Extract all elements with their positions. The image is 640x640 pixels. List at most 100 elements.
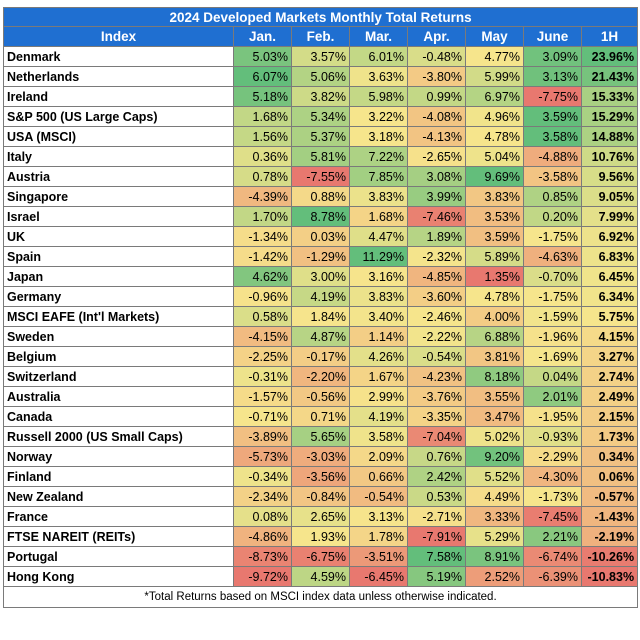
cell-1h: 3.27% [580, 346, 639, 367]
cell-may: 4.49% [465, 486, 524, 507]
table-row: Hong Kong -9.72% 4.59% -6.45% 5.19% 2.52% -6.3… [3, 566, 639, 587]
cell-apr: -2.22% [407, 326, 466, 347]
cell-june: -0.70% [523, 266, 582, 287]
cell-feb: 4.19% [291, 286, 350, 307]
cell-june: -1.69% [523, 346, 582, 367]
cell-june: -3.58% [523, 166, 582, 187]
row-label: France [3, 506, 234, 527]
cell-mar: -0.54% [349, 486, 408, 507]
table-row: USA (MSCI) 1.56% 5.37% 3.18% -4.13% 4.78% 3.58… [3, 126, 639, 147]
table-row: Austria 0.78% -7.55% 7.85% 3.08% 9.69% -3.58% 9… [3, 166, 639, 187]
cell-apr: -2.71% [407, 506, 466, 527]
cell-1h: 2.15% [580, 406, 639, 427]
cell-may: 4.00% [465, 306, 524, 327]
cell-june: 0.85% [523, 186, 582, 207]
cell-apr: -7.91% [407, 526, 466, 547]
cell-feb: -0.17% [291, 346, 350, 367]
cell-june: 0.20% [523, 206, 582, 227]
cell-may: 5.89% [465, 246, 524, 267]
cell-mar: 3.40% [349, 306, 408, 327]
cell-may: 8.18% [465, 366, 524, 387]
column-header-apr: Apr. [407, 26, 466, 47]
cell-june: 2.21% [523, 526, 582, 547]
cell-jan: -2.34% [233, 486, 292, 507]
table-row: Ireland 5.18% 3.82% 5.98% 0.99% 6.97% -7.75% 15… [3, 86, 639, 107]
row-label: S&P 500 (US Large Caps) [3, 106, 234, 127]
table-row: Italy 0.36% 5.81% 7.22% -2.65% 5.04% -4.88% 10.… [3, 146, 639, 167]
cell-june: -1.96% [523, 326, 582, 347]
cell-1h: 15.29% [580, 106, 639, 127]
cell-feb: 2.65% [291, 506, 350, 527]
cell-may: 5.52% [465, 466, 524, 487]
cell-june: -4.88% [523, 146, 582, 167]
cell-1h: 6.45% [580, 266, 639, 287]
cell-jan: 1.56% [233, 126, 292, 147]
cell-june: -1.73% [523, 486, 582, 507]
cell-mar: 3.83% [349, 286, 408, 307]
cell-jan: 5.18% [233, 86, 292, 107]
cell-jan: 4.62% [233, 266, 292, 287]
cell-may: 5.99% [465, 66, 524, 87]
cell-mar: 4.47% [349, 226, 408, 247]
row-label: New Zealand [3, 486, 234, 507]
table-row: Russell 2000 (US Small Caps) -3.89% 5.65% 3… [3, 426, 639, 447]
cell-may: 3.83% [465, 186, 524, 207]
cell-1h: 0.34% [580, 446, 639, 467]
cell-apr: -4.23% [407, 366, 466, 387]
cell-jan: 1.70% [233, 206, 292, 227]
row-label: Singapore [3, 186, 234, 207]
cell-feb: 0.71% [291, 406, 350, 427]
cell-feb: -2.20% [291, 366, 350, 387]
cell-jan: -0.34% [233, 466, 292, 487]
table-row: Spain -1.42% -1.29% 11.29% -2.32% 5.89% -4.63%… [3, 246, 639, 267]
table-row: Japan 4.62% 3.00% 3.16% -4.85% 1.35% -0.70% 6.4… [3, 266, 639, 287]
cell-mar: 4.19% [349, 406, 408, 427]
cell-mar: 2.09% [349, 446, 408, 467]
cell-feb: 5.37% [291, 126, 350, 147]
cell-1h: 14.88% [580, 126, 639, 147]
cell-1h: -2.19% [580, 526, 639, 547]
cell-june: -7.75% [523, 86, 582, 107]
cell-june: -4.63% [523, 246, 582, 267]
cell-may: 1.35% [465, 266, 524, 287]
cell-feb: 3.00% [291, 266, 350, 287]
cell-jan: 6.07% [233, 66, 292, 87]
cell-jan: 1.68% [233, 106, 292, 127]
cell-mar: 1.14% [349, 326, 408, 347]
cell-mar: 3.58% [349, 426, 408, 447]
cell-june: -6.74% [523, 546, 582, 567]
cell-mar: 0.66% [349, 466, 408, 487]
row-label: Australia [3, 386, 234, 407]
cell-mar: 3.18% [349, 126, 408, 147]
cell-1h: 9.05% [580, 186, 639, 207]
table-row: France 0.08% 2.65% 3.13% -2.71% 3.33% -7.45% -1… [3, 506, 639, 527]
table-row: Australia -1.57% -0.56% 2.99% -3.76% 3.55% 2.0… [3, 386, 639, 407]
cell-may: 3.53% [465, 206, 524, 227]
cell-mar: 3.63% [349, 66, 408, 87]
cell-feb: 0.03% [291, 226, 350, 247]
cell-may: 5.29% [465, 526, 524, 547]
table-row: New Zealand -2.34% -0.84% -0.54% 0.53% 4.49% -… [3, 486, 639, 507]
row-label: USA (MSCI) [3, 126, 234, 147]
column-header-may: May [465, 26, 524, 47]
cell-mar: 4.26% [349, 346, 408, 367]
cell-june: -4.30% [523, 466, 582, 487]
row-label: Germany [3, 286, 234, 307]
cell-apr: -4.08% [407, 106, 466, 127]
row-label: Portugal [3, 546, 234, 567]
cell-1h: 4.15% [580, 326, 639, 347]
cell-may: 3.33% [465, 506, 524, 527]
returns-table: 2024 Developed Markets Monthly Total Ret… [2, 7, 639, 608]
cell-apr: -3.60% [407, 286, 466, 307]
cell-june: 3.09% [523, 46, 582, 67]
cell-apr: -4.85% [407, 266, 466, 287]
cell-jan: -1.34% [233, 226, 292, 247]
table-row: Switzerland -0.31% -2.20% 1.67% -4.23% 8.18% 0… [3, 366, 639, 387]
cell-jan: -4.39% [233, 186, 292, 207]
cell-apr: -3.35% [407, 406, 466, 427]
row-label: Netherlands [3, 66, 234, 87]
cell-may: 3.81% [465, 346, 524, 367]
cell-jan: -4.86% [233, 526, 292, 547]
row-label: MSCI EAFE (Int'l Markets) [3, 306, 234, 327]
cell-feb: -7.55% [291, 166, 350, 187]
